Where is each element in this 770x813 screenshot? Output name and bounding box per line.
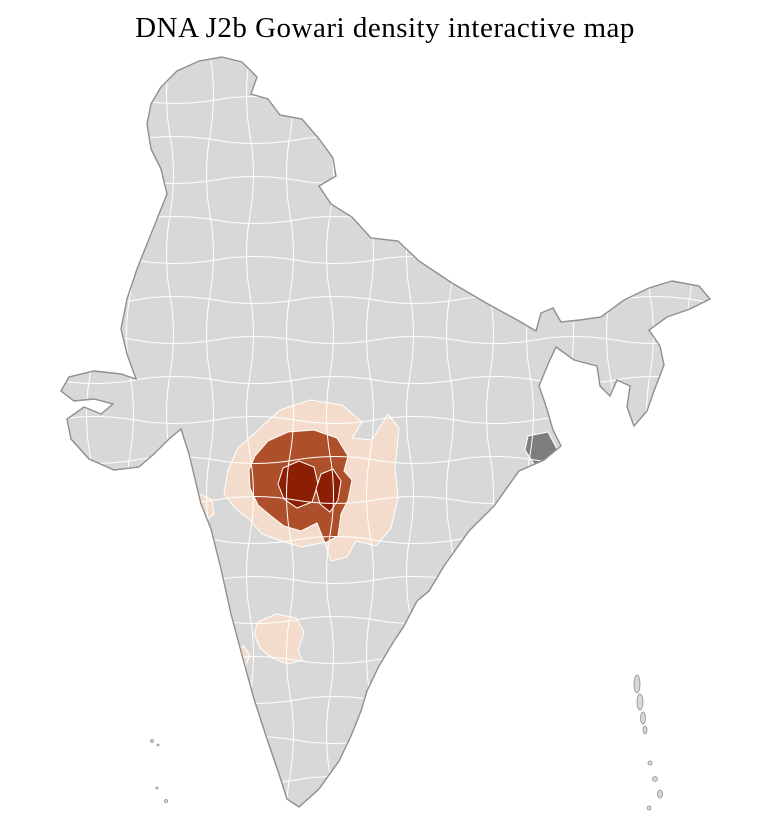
india-outline bbox=[60, 56, 712, 808]
andaman-island[interactable] bbox=[636, 693, 644, 711]
lakshadweep-island[interactable] bbox=[156, 743, 160, 747]
lakshadweep-island[interactable] bbox=[150, 739, 154, 743]
page-title: DNA J2b Gowari density interactive map bbox=[135, 12, 635, 44]
island-territories[interactable] bbox=[150, 674, 663, 811]
nicobar-island[interactable] bbox=[646, 805, 652, 811]
nicobar-island[interactable] bbox=[652, 776, 658, 782]
andaman-island[interactable] bbox=[633, 674, 641, 694]
andaman-island[interactable] bbox=[642, 725, 648, 735]
lakshadweep-island[interactable] bbox=[164, 799, 168, 803]
nicobar-island[interactable] bbox=[647, 760, 653, 766]
high-density-district[interactable] bbox=[315, 468, 342, 513]
lakshadweep-island[interactable] bbox=[155, 786, 159, 790]
nicobar-island[interactable] bbox=[657, 789, 663, 799]
andaman-island[interactable] bbox=[640, 711, 646, 725]
